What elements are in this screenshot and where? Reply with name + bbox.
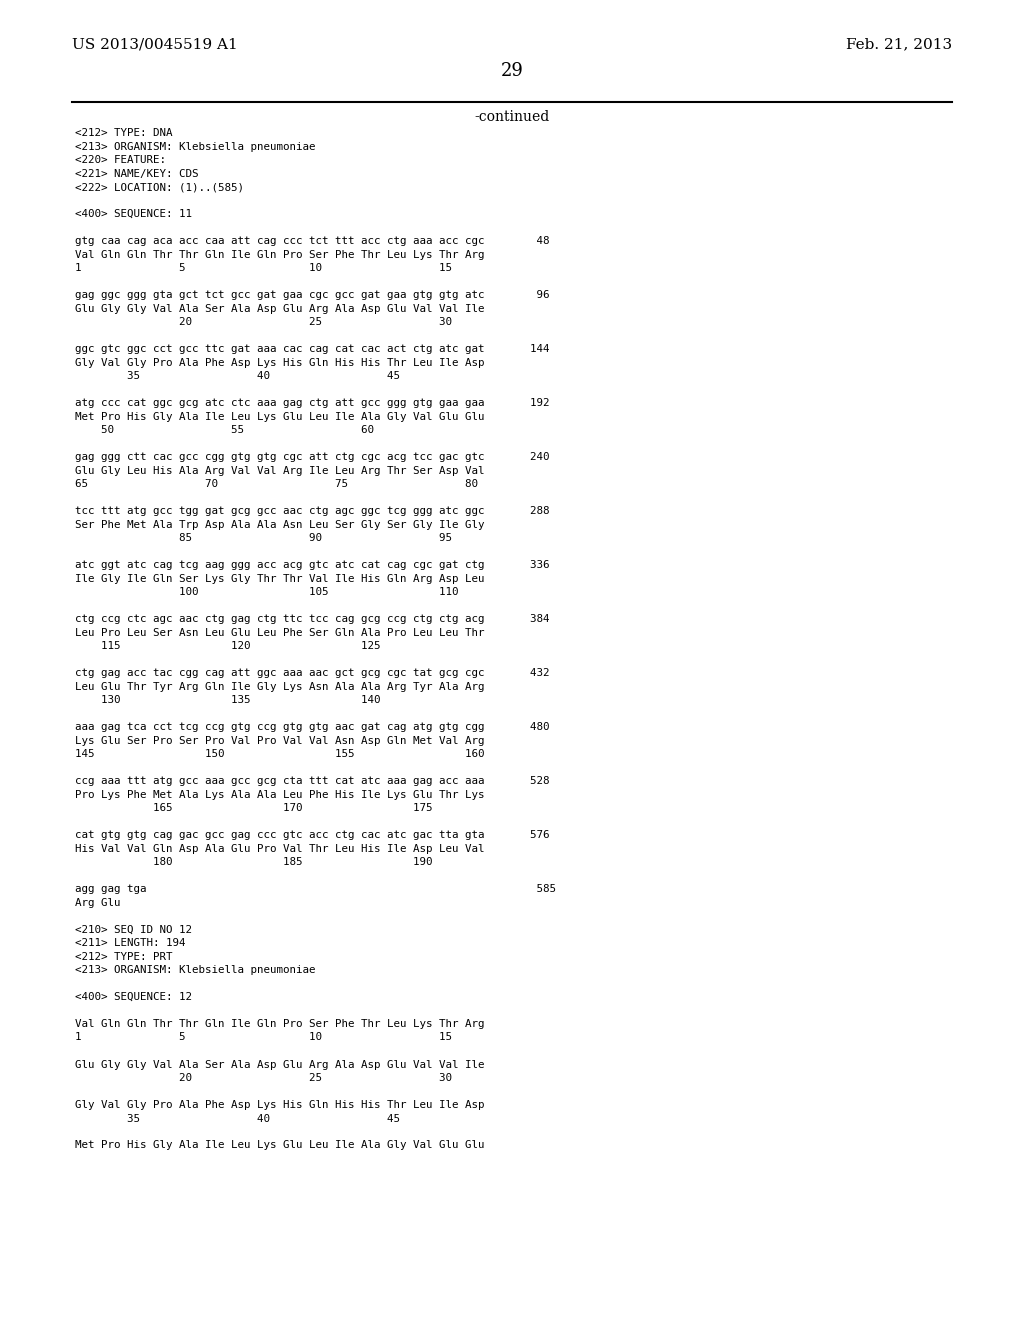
Text: 85                  90                  95: 85 90 95: [75, 533, 452, 543]
Text: 130                 135                 140: 130 135 140: [75, 696, 381, 705]
Text: -continued: -continued: [474, 110, 550, 124]
Text: ctg ccg ctc agc aac ctg gag ctg ttc tcc cag gcg ccg ctg ctg acg       384: ctg ccg ctc agc aac ctg gag ctg ttc tcc …: [75, 614, 550, 624]
Text: 20                  25                  30: 20 25 30: [75, 1073, 452, 1082]
Text: cat gtg gtg cag gac gcc gag ccc gtc acc ctg cac atc gac tta gta       576: cat gtg gtg cag gac gcc gag ccc gtc acc …: [75, 830, 550, 840]
Text: ctg gag acc tac cgg cag att ggc aaa aac gct gcg cgc tat gcg cgc       432: ctg gag acc tac cgg cag att ggc aaa aac …: [75, 668, 550, 678]
Text: Pro Lys Phe Met Ala Lys Ala Ala Leu Phe His Ile Lys Glu Thr Lys: Pro Lys Phe Met Ala Lys Ala Ala Leu Phe …: [75, 789, 484, 800]
Text: 29: 29: [501, 62, 523, 81]
Text: gag ggc ggg gta gct tct gcc gat gaa cgc gcc gat gaa gtg gtg atc        96: gag ggc ggg gta gct tct gcc gat gaa cgc …: [75, 290, 550, 300]
Text: <221> NAME/KEY: CDS: <221> NAME/KEY: CDS: [75, 169, 199, 178]
Text: <210> SEQ ID NO 12: <210> SEQ ID NO 12: [75, 924, 193, 935]
Text: ccg aaa ttt atg gcc aaa gcc gcg cta ttt cat atc aaa gag acc aaa       528: ccg aaa ttt atg gcc aaa gcc gcg cta ttt …: [75, 776, 550, 785]
Text: Glu Gly Leu His Ala Arg Val Val Arg Ile Leu Arg Thr Ser Asp Val: Glu Gly Leu His Ala Arg Val Val Arg Ile …: [75, 466, 484, 475]
Text: <220> FEATURE:: <220> FEATURE:: [75, 154, 166, 165]
Text: Lys Glu Ser Pro Ser Pro Val Pro Val Val Asn Asp Gln Met Val Arg: Lys Glu Ser Pro Ser Pro Val Pro Val Val …: [75, 735, 484, 746]
Text: 145                 150                 155                 160: 145 150 155 160: [75, 748, 484, 759]
Text: Leu Pro Leu Ser Asn Leu Glu Leu Phe Ser Gln Ala Pro Leu Leu Thr: Leu Pro Leu Ser Asn Leu Glu Leu Phe Ser …: [75, 627, 484, 638]
Text: <222> LOCATION: (1)..(585): <222> LOCATION: (1)..(585): [75, 182, 244, 191]
Text: 115                 120                 125: 115 120 125: [75, 642, 381, 651]
Text: Feb. 21, 2013: Feb. 21, 2013: [846, 37, 952, 51]
Text: 165                 170                 175: 165 170 175: [75, 803, 432, 813]
Text: gtg caa cag aca acc caa att cag ccc tct ttt acc ctg aaa acc cgc        48: gtg caa cag aca acc caa att cag ccc tct …: [75, 236, 550, 246]
Text: Gly Val Gly Pro Ala Phe Asp Lys His Gln His His Thr Leu Ile Asp: Gly Val Gly Pro Ala Phe Asp Lys His Gln …: [75, 1100, 484, 1110]
Text: Leu Glu Thr Tyr Arg Gln Ile Gly Lys Asn Ala Ala Arg Tyr Ala Arg: Leu Glu Thr Tyr Arg Gln Ile Gly Lys Asn …: [75, 681, 484, 692]
Text: His Val Val Gln Asp Ala Glu Pro Val Thr Leu His Ile Asp Leu Val: His Val Val Gln Asp Ala Glu Pro Val Thr …: [75, 843, 484, 854]
Text: 180                 185                 190: 180 185 190: [75, 857, 432, 867]
Text: Val Gln Gln Thr Thr Gln Ile Gln Pro Ser Phe Thr Leu Lys Thr Arg: Val Gln Gln Thr Thr Gln Ile Gln Pro Ser …: [75, 1019, 484, 1030]
Text: Gly Val Gly Pro Ala Phe Asp Lys His Gln His His Thr Leu Ile Asp: Gly Val Gly Pro Ala Phe Asp Lys His Gln …: [75, 358, 484, 367]
Text: Ile Gly Ile Gln Ser Lys Gly Thr Thr Val Ile His Gln Arg Asp Leu: Ile Gly Ile Gln Ser Lys Gly Thr Thr Val …: [75, 573, 484, 583]
Text: ggc gtc ggc cct gcc ttc gat aaa cac cag cat cac act ctg atc gat       144: ggc gtc ggc cct gcc ttc gat aaa cac cag …: [75, 345, 550, 354]
Text: 1               5                   10                  15: 1 5 10 15: [75, 263, 452, 273]
Text: Glu Gly Gly Val Ala Ser Ala Asp Glu Arg Ala Asp Glu Val Val Ile: Glu Gly Gly Val Ala Ser Ala Asp Glu Arg …: [75, 304, 484, 314]
Text: 1               5                   10                  15: 1 5 10 15: [75, 1032, 452, 1043]
Text: 20                  25                  30: 20 25 30: [75, 317, 452, 327]
Text: agg gag tga                                                            585: agg gag tga 585: [75, 884, 556, 894]
Text: Val Gln Gln Thr Thr Gln Ile Gln Pro Ser Phe Thr Leu Lys Thr Arg: Val Gln Gln Thr Thr Gln Ile Gln Pro Ser …: [75, 249, 484, 260]
Text: <213> ORGANISM: Klebsiella pneumoniae: <213> ORGANISM: Klebsiella pneumoniae: [75, 141, 315, 152]
Text: 50                  55                  60: 50 55 60: [75, 425, 374, 436]
Text: aaa gag tca cct tcg ccg gtg ccg gtg gtg aac gat cag atg gtg cgg       480: aaa gag tca cct tcg ccg gtg ccg gtg gtg …: [75, 722, 550, 733]
Text: gag ggg ctt cac gcc cgg gtg gtg cgc att ctg cgc acg tcc gac gtc       240: gag ggg ctt cac gcc cgg gtg gtg cgc att …: [75, 451, 550, 462]
Text: tcc ttt atg gcc tgg gat gcg gcc aac ctg agc ggc tcg ggg atc ggc       288: tcc ttt atg gcc tgg gat gcg gcc aac ctg …: [75, 506, 550, 516]
Text: 65                  70                  75                  80: 65 70 75 80: [75, 479, 478, 488]
Text: 35                  40                  45: 35 40 45: [75, 1114, 400, 1123]
Text: Ser Phe Met Ala Trp Asp Ala Ala Asn Leu Ser Gly Ser Gly Ile Gly: Ser Phe Met Ala Trp Asp Ala Ala Asn Leu …: [75, 520, 484, 529]
Text: Arg Glu: Arg Glu: [75, 898, 121, 908]
Text: <213> ORGANISM: Klebsiella pneumoniae: <213> ORGANISM: Klebsiella pneumoniae: [75, 965, 315, 975]
Text: Met Pro His Gly Ala Ile Leu Lys Glu Leu Ile Ala Gly Val Glu Glu: Met Pro His Gly Ala Ile Leu Lys Glu Leu …: [75, 412, 484, 421]
Text: <212> TYPE: DNA: <212> TYPE: DNA: [75, 128, 172, 139]
Text: atg ccc cat ggc gcg atc ctc aaa gag ctg att gcc ggg gtg gaa gaa       192: atg ccc cat ggc gcg atc ctc aaa gag ctg …: [75, 399, 550, 408]
Text: US 2013/0045519 A1: US 2013/0045519 A1: [72, 37, 238, 51]
Text: <211> LENGTH: 194: <211> LENGTH: 194: [75, 939, 185, 948]
Text: atc ggt atc cag tcg aag ggg acc acg gtc atc cat cag cgc gat ctg       336: atc ggt atc cag tcg aag ggg acc acg gtc …: [75, 560, 550, 570]
Text: 100                 105                 110: 100 105 110: [75, 587, 459, 597]
Text: <400> SEQUENCE: 12: <400> SEQUENCE: 12: [75, 993, 193, 1002]
Text: Met Pro His Gly Ala Ile Leu Lys Glu Leu Ile Ala Gly Val Glu Glu: Met Pro His Gly Ala Ile Leu Lys Glu Leu …: [75, 1140, 484, 1151]
Text: <212> TYPE: PRT: <212> TYPE: PRT: [75, 952, 172, 961]
Text: <400> SEQUENCE: 11: <400> SEQUENCE: 11: [75, 209, 193, 219]
Text: 35                  40                  45: 35 40 45: [75, 371, 400, 381]
Text: Glu Gly Gly Val Ala Ser Ala Asp Glu Arg Ala Asp Glu Val Val Ile: Glu Gly Gly Val Ala Ser Ala Asp Glu Arg …: [75, 1060, 484, 1069]
